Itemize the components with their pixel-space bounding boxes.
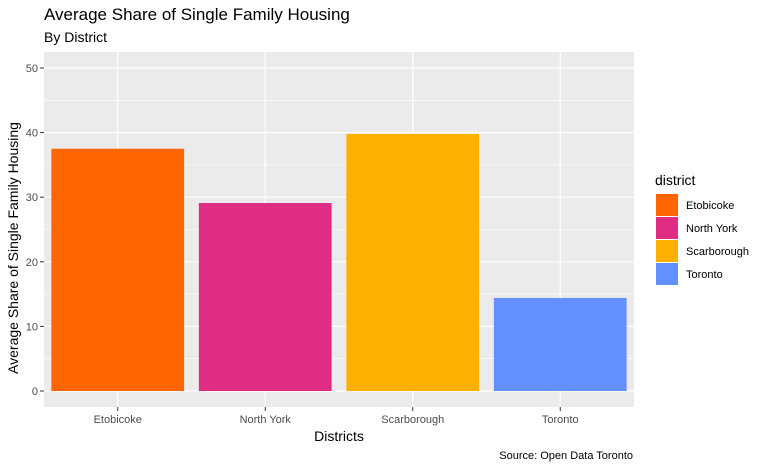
y-tick-label: 10	[26, 321, 38, 333]
x-tick-label: Etobicoke	[94, 414, 142, 426]
bar-scarborough	[346, 133, 480, 391]
legend-swatch	[656, 217, 678, 239]
legend-swatch	[656, 263, 678, 285]
bar-etobicoke	[51, 148, 185, 391]
legend-label: Scarborough	[686, 246, 749, 258]
y-tick-label: 40	[26, 128, 38, 140]
legend-swatch	[656, 194, 678, 216]
caption: Source: Open Data Toronto	[499, 450, 633, 462]
x-axis: Etobicoke North York Scarborough Toronto	[94, 407, 579, 426]
bar-toronto	[493, 297, 627, 391]
x-tick-label: North York	[240, 414, 292, 426]
x-tick-label: Scarborough	[381, 414, 444, 426]
y-tick-label: 0	[32, 386, 38, 398]
legend-label: Toronto	[686, 269, 723, 281]
y-axis: 0 10 20 30 40 50	[26, 63, 44, 398]
legend: district Etobicoke North York Scarborough T…	[655, 172, 749, 285]
y-tick-label: 20	[26, 257, 38, 269]
legend-label: Etobicoke	[686, 200, 734, 212]
bars	[51, 133, 627, 391]
bar-north-york	[198, 203, 332, 391]
y-tick-label: 50	[26, 63, 38, 75]
legend-label: North York	[686, 223, 738, 235]
x-tick-label: Toronto	[542, 414, 579, 426]
y-axis-title: Average Share of Single Family Housing	[5, 122, 21, 374]
chart-subtitle: By District	[44, 29, 107, 45]
legend-title: district	[655, 172, 696, 188]
y-tick-label: 30	[26, 192, 38, 204]
x-axis-title: Districts	[314, 428, 364, 444]
chart-title: Average Share of Single Family Housing	[44, 5, 350, 24]
legend-items: Etobicoke North York Scarborough Toronto	[656, 194, 749, 285]
legend-swatch	[656, 240, 678, 262]
